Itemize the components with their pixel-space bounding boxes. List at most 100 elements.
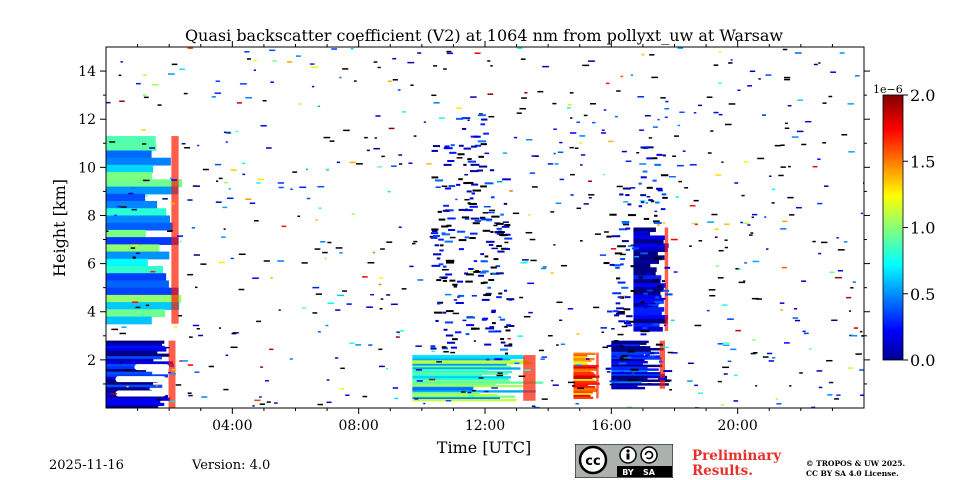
speckle: [513, 136, 518, 139]
region-afternoon-layer: [573, 352, 600, 399]
speckle: [600, 132, 606, 134]
cirrus-speckle: [437, 210, 442, 213]
speckle: [132, 257, 136, 259]
speckle: [663, 324, 667, 327]
x-tick-label: 20:00: [717, 418, 757, 434]
cirrus-speckle: [652, 279, 659, 282]
cirrus-speckle: [491, 215, 500, 218]
speckle: [782, 220, 788, 223]
region-cell: [412, 391, 481, 395]
speckle: [720, 404, 725, 406]
speckle: [388, 127, 395, 130]
speckle: [232, 332, 239, 334]
speckle: [550, 211, 555, 213]
speckle: [398, 163, 403, 165]
region-cell: [573, 364, 599, 368]
speckle: [245, 198, 252, 200]
region-cell: [611, 351, 660, 355]
region-cell: [106, 193, 146, 202]
speckle: [748, 234, 753, 236]
speckle: [142, 94, 147, 96]
region-cell: [573, 387, 597, 391]
region-cell: [412, 388, 473, 391]
speckle: [489, 326, 495, 328]
speckle: [317, 186, 325, 188]
speckle: [151, 84, 159, 86]
region-cell: [106, 358, 154, 362]
region-cell: [633, 275, 662, 280]
speckle: [752, 352, 758, 354]
region-cell: [573, 357, 595, 361]
speckle: [218, 327, 222, 329]
speckle: [848, 367, 854, 369]
speckle: [727, 360, 732, 363]
speckle: [708, 289, 716, 291]
cirrus-speckle: [655, 296, 660, 299]
cirrus-speckle: [654, 214, 658, 217]
speckle: [398, 154, 403, 156]
cirrus-speckle: [481, 298, 490, 301]
y-tick-label: 2: [87, 353, 96, 369]
speckle: [771, 202, 775, 204]
speckle: [837, 249, 845, 251]
speckle: [847, 103, 854, 105]
speckle: [183, 92, 188, 95]
speckle: [334, 357, 339, 359]
cirrus-speckle: [480, 143, 487, 146]
speckle: [181, 142, 186, 145]
cirrus-speckle: [445, 259, 455, 262]
speckle: [426, 163, 432, 165]
speckle: [215, 201, 222, 203]
speckle: [706, 96, 713, 98]
speckle: [402, 111, 406, 113]
speckle: [150, 270, 156, 273]
cirrus-speckle: [470, 327, 477, 330]
speckle: [675, 196, 679, 198]
speckle: [471, 295, 477, 297]
speckle: [717, 380, 722, 383]
cirrus-speckle: [430, 232, 439, 235]
speckle: [260, 125, 267, 127]
speckle: [170, 177, 173, 180]
speckle: [253, 59, 257, 62]
cirrus-speckle: [638, 276, 643, 279]
speckle: [676, 164, 684, 167]
speckle: [823, 185, 829, 187]
speckle: [132, 256, 136, 258]
speckle: [175, 384, 182, 386]
speckle: [813, 63, 818, 66]
speckle: [730, 59, 733, 61]
speckle: [768, 175, 772, 177]
region-cell: [573, 391, 593, 394]
speckle: [816, 370, 823, 372]
speckle: [512, 212, 520, 215]
speckle: [278, 186, 284, 189]
cirrus-speckle: [497, 250, 505, 253]
speckle: [171, 368, 177, 371]
cirrus-speckle: [643, 303, 651, 306]
speckle: [667, 351, 674, 354]
speckle: [375, 115, 381, 117]
speckle: [569, 92, 574, 94]
cirrus-speckle: [496, 296, 502, 299]
region-cell: [611, 346, 651, 349]
region-cell: [412, 383, 496, 386]
region-cell: [633, 295, 662, 300]
region-cell: [611, 359, 645, 362]
colorbar-tick-label: 1.0: [910, 219, 935, 238]
speckle: [336, 161, 341, 164]
speckle: [184, 146, 191, 149]
speckle: [345, 394, 350, 396]
cirrus-speckle: [640, 176, 647, 179]
speckle: [775, 398, 778, 400]
cirrus-speckle: [644, 146, 654, 149]
speckle: [464, 173, 468, 176]
speckle: [292, 171, 298, 173]
cc-license-badge[interactable]: cc BY SA: [575, 444, 673, 478]
speckle: [311, 66, 319, 68]
speckle: [498, 316, 502, 319]
cirrus-speckle: [653, 221, 662, 224]
speckle: [743, 280, 746, 282]
speckle: [687, 362, 694, 365]
cirrus-speckle: [614, 252, 623, 255]
